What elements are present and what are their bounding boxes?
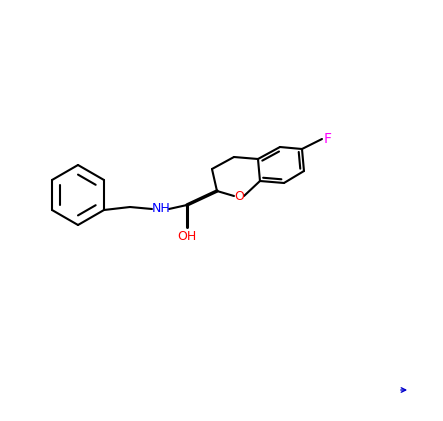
Text: O: O [234, 189, 244, 203]
Text: NH: NH [152, 203, 171, 216]
Text: F: F [324, 132, 332, 146]
Text: OH: OH [177, 229, 197, 242]
